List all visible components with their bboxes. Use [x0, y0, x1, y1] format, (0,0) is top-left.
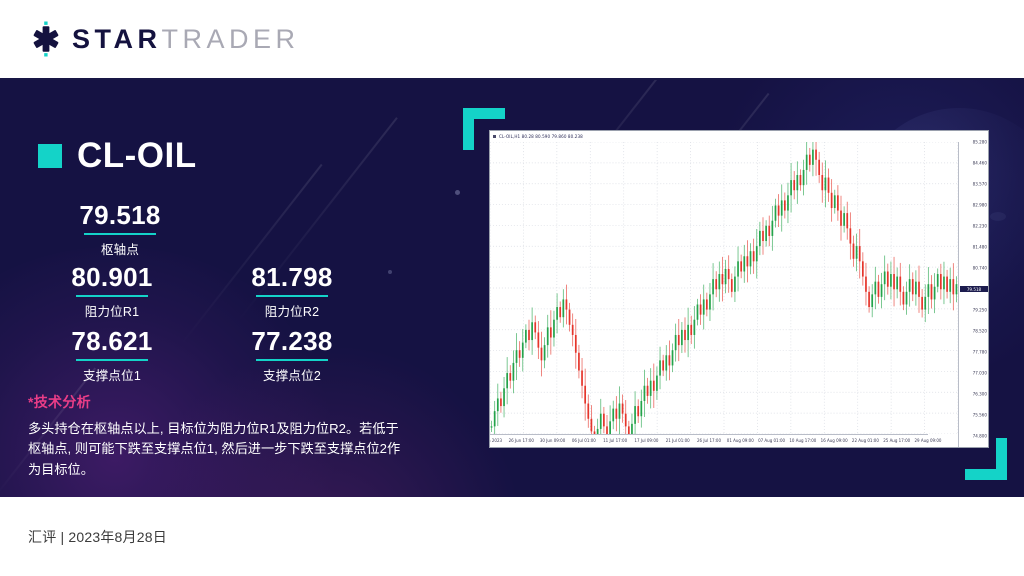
x-axis-tick: 22 Aug 01:00	[851, 438, 879, 443]
x-axis-tick: 30 Jun 09:00	[539, 438, 566, 443]
y-axis-tick: 83.570	[972, 181, 987, 187]
x-axis: 23 Jun 2023 26 Jun 17:00 30 Jun 09:00 06 Ju…	[490, 434, 941, 447]
x-axis-tick: 11 Jul 17:00	[603, 438, 628, 443]
support-2-value: 77.238	[251, 326, 333, 356]
planet-crater-small	[990, 212, 1006, 221]
x-axis-tick: 07 Aug 01:00	[758, 438, 786, 443]
pivot-label: 枢轴点	[100, 243, 140, 258]
dot-decoration	[388, 270, 392, 274]
x-axis-tick: 25 Aug 17:00	[883, 438, 911, 443]
x-axis-tick: 06 Jul 01:00	[571, 438, 596, 443]
resistance-2-value: 81.798	[251, 262, 333, 292]
support-2-label: 支撑点位2	[263, 369, 321, 384]
x-axis-tick: 29 Aug 09:00	[914, 438, 942, 443]
support-row: 78.621 支撑点位1 77.238 支撑点位2	[22, 326, 382, 384]
square-bullet-icon	[38, 143, 62, 168]
pivot-stat: 79.518 枢轴点	[0, 200, 240, 258]
x-axis-tick: 21 Jul 01:00	[665, 438, 690, 443]
resistance-row: 80.901 阻力位R1 81.798 阻力位R2	[22, 262, 382, 320]
accent-underline	[256, 295, 328, 298]
y-axis-tick: 82.230	[972, 223, 987, 229]
y-axis-tick: 79.250	[972, 307, 987, 313]
instrument-title-row: CL-OIL	[38, 138, 197, 173]
candlestick-plot[interactable]: 23 Jun 2023 26 Jun 17:00 30 Jun 09:00 06 Ju…	[490, 142, 958, 447]
y-axis-tick: 74.800	[972, 433, 987, 439]
brand-name-secondary: TRADER	[161, 23, 300, 54]
x-axis-tick: 10 Aug 17:00	[789, 438, 817, 443]
chart-menu-icon[interactable]	[493, 135, 496, 138]
chart-header-label: CL-OIL,H1 80.28 80.590 79.860 80.238	[499, 134, 583, 139]
y-axis-tick: 84.460	[972, 160, 987, 166]
footer-caption: 汇评 | 2023年8月28日	[28, 528, 167, 545]
content-stage: CL-OIL 79.518 枢轴点 80.901 阻力位R1 81.798 阻力…	[0, 80, 1024, 497]
corner-bracket-top-left	[463, 108, 505, 150]
corner-bracket-bottom-right	[965, 438, 1007, 480]
x-axis-tick: 26 Jul 17:00	[697, 438, 721, 443]
y-axis-tick: 82.980	[972, 202, 987, 208]
support-1-value: 78.621	[71, 326, 153, 356]
y-axis-tick: 85.280	[972, 139, 987, 145]
pivot-stat-inner: 79.518 枢轴点	[0, 200, 240, 258]
page-title: CL-OIL	[77, 136, 197, 175]
page-footer: 汇评 | 2023年8月28日	[0, 497, 1024, 576]
y-axis-tick: 80.740	[972, 265, 987, 271]
resistance-1-stat: 80.901 阻力位R1	[22, 262, 202, 320]
brand-name-primary: STAR	[72, 23, 162, 54]
accent-underline	[76, 359, 148, 362]
accent-underline	[256, 359, 328, 362]
support-2-stat: 77.238 支撑点位2	[202, 326, 382, 384]
accent-underline	[76, 295, 148, 298]
support-1-label: 支撑点位1	[83, 369, 141, 384]
analysis-heading: *技术分析	[28, 394, 91, 410]
support-1-stat: 78.621 支撑点位1	[22, 326, 202, 384]
resistance-1-label: 阻力位R1	[84, 305, 140, 320]
resistance-2-stat: 81.798 阻力位R2	[202, 262, 382, 320]
plot-area	[490, 142, 958, 434]
y-axis-tick: 75.560	[972, 412, 987, 418]
x-axis-tick: 26 Jun 17:00	[508, 438, 534, 443]
x-axis-tick: 17 Jul 09:00	[634, 438, 659, 443]
plot-wrapper: 23 Jun 2023 26 Jun 17:00 30 Jun 09:00 06 Ju…	[490, 139, 988, 447]
y-axis-tick: 81.480	[972, 244, 987, 250]
y-axis-tick: 77.030	[972, 370, 987, 376]
chart-header: CL-OIL,H1 80.28 80.590 79.860 80.238	[490, 131, 988, 142]
accent-underline	[84, 233, 156, 236]
y-axis-tick: 76.300	[972, 391, 987, 397]
analysis-section: *技术分析 多头持仓在枢轴点以上, 目标位为阻力位R1及阻力位R2。若低于枢轴点…	[28, 392, 408, 480]
y-axis-tick: 77.780	[972, 349, 987, 355]
x-axis-tick: 01 Aug 09:00	[726, 438, 754, 443]
resistance-1-value: 80.901	[71, 262, 153, 292]
current-price-tag: 79.518	[960, 286, 988, 292]
y-axis[interactable]: 85.280 84.460 83.570 82.980 82.230 81.480 80.7…	[958, 139, 988, 447]
pivot-value: 79.518	[79, 200, 161, 230]
dot-decoration	[455, 190, 460, 195]
candlestick-svg	[490, 142, 958, 434]
instrument-panel: CL-OIL 79.518 枢轴点 80.901 阻力位R1 81.798 阻力…	[0, 80, 430, 497]
star-asterisk-logo-icon	[28, 21, 64, 57]
chart-region: CL-OIL,H1 80.28 80.590 79.860 80.238 23 …	[455, 108, 1007, 480]
resistance-2-label: 阻力位R2	[264, 305, 320, 320]
brand-name: STARTRADER	[72, 23, 300, 54]
app-header: STARTRADER	[0, 0, 1024, 80]
y-axis-tick: 78.520	[972, 328, 987, 334]
price-chart-card[interactable]: CL-OIL,H1 80.28 80.590 79.860 80.238 23 …	[489, 130, 989, 448]
x-axis-tick: 16 Aug 09:00	[820, 438, 848, 443]
analysis-body: 多头持仓在枢轴点以上, 目标位为阻力位R1及阻力位R2。若低于枢轴点, 则可能下…	[28, 421, 401, 477]
brand-logo: STARTRADER	[28, 21, 300, 57]
x-axis-tick: 23 Jun 2023	[490, 438, 503, 443]
